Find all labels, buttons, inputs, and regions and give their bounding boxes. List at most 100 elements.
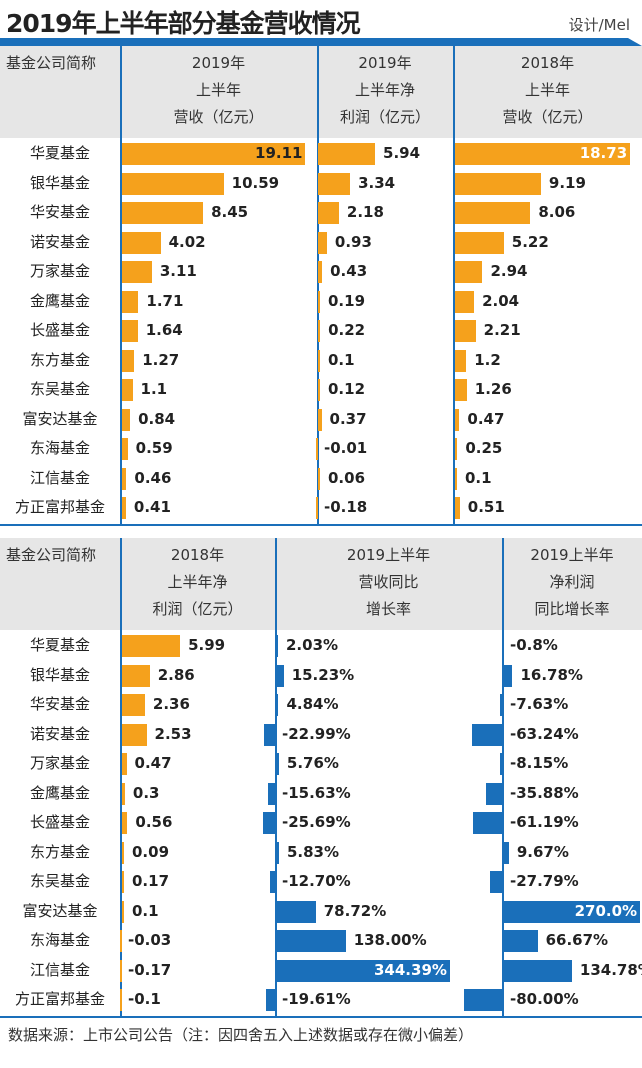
value-label: 78.72% [323, 901, 387, 920]
value-label: 1.27 [142, 350, 180, 369]
value-label: -22.99% [282, 724, 351, 743]
table-row: 华安基金 2.36 4.84% -7.63% [0, 690, 642, 720]
value-label: 0.1 [132, 901, 159, 920]
fund-name: 东海基金 [29, 931, 90, 949]
table-header: 基金公司简称 2018年 上半年净 利润（亿元） 2019上半年 营收同比 增长率 2… [0, 538, 642, 630]
value-label: 10.59 [231, 173, 280, 192]
value-label: 66.67% [545, 931, 609, 949]
bar [455, 408, 460, 431]
value-label: -80.00% [510, 990, 579, 1008]
fund-name: 万家基金 [29, 754, 90, 772]
bar [122, 753, 127, 775]
bar [318, 290, 320, 313]
fund-name: 东海基金 [29, 439, 90, 457]
value-label: 0.22 [328, 321, 366, 339]
value-label: 15.23% [291, 665, 355, 684]
value-label: 1.26 [474, 380, 512, 398]
header-series: 2018年 上半年净 利润（亿元） [152, 546, 243, 618]
value-label: 3.34 [358, 173, 396, 192]
value-label: 5.94 [383, 144, 421, 162]
bar [318, 379, 320, 401]
value-label: -7.63% [510, 695, 569, 713]
value-label: 9.67% [516, 842, 569, 861]
table-row: 金鹰基金 1.71 0.19 2.04 [0, 287, 642, 317]
value-label: -25.69% [282, 813, 351, 831]
table-row: 方正富邦基金 0.41 -0.18 0.51 [0, 493, 642, 523]
table-row: 长盛基金 1.64 0.22 2.21 [0, 316, 642, 346]
bar [264, 723, 276, 746]
header-name: 基金公司简称 [6, 546, 97, 564]
bar [276, 959, 450, 982]
fund-name: 东吴基金 [29, 872, 90, 890]
chart-title: 2019年上半年部分基金营收情况 [6, 9, 361, 38]
value-label: 0.19 [328, 291, 366, 310]
value-label: 2.94 [490, 262, 528, 280]
value-label: 2.03% [286, 636, 339, 654]
value-label: 5.76% [286, 754, 339, 772]
value-label: 1.71 [146, 291, 184, 310]
table-row: 东方基金 0.09 5.83% 9.67% [0, 838, 642, 868]
value-label: 0.93 [334, 232, 372, 251]
table-row: 诺安基金 4.02 0.93 5.22 [0, 228, 642, 258]
bar [455, 172, 541, 195]
value-label: 270.0% [574, 901, 638, 920]
bar [463, 989, 504, 1011]
column-divider [275, 538, 277, 1018]
bar [318, 408, 322, 431]
bar [122, 694, 145, 716]
value-label: 0.47 [134, 754, 172, 772]
fund-name: 银华基金 [29, 173, 90, 192]
fund-name: 华安基金 [29, 695, 90, 713]
value-label: 1.1 [140, 380, 168, 398]
bar [485, 782, 504, 805]
bar [120, 989, 122, 1011]
value-label: 2.36 [152, 695, 190, 713]
fund-name: 富安达基金 [22, 409, 98, 428]
value-label: 4.84% [286, 695, 339, 713]
value-label: 0.1 [465, 468, 492, 487]
fund-name: 万家基金 [29, 262, 90, 280]
bar [276, 664, 284, 687]
bar [455, 379, 467, 401]
value-label: 0.59 [135, 439, 173, 457]
bar [499, 753, 504, 775]
value-label: 0.41 [133, 498, 171, 516]
bar [500, 694, 504, 716]
bar [268, 782, 276, 805]
bar [122, 900, 124, 923]
bar [455, 261, 483, 283]
header-series: 2019年 上半年净 利润（亿元） [339, 54, 430, 126]
bar [122, 497, 126, 519]
bar [269, 871, 276, 893]
value-label: 8.06 [538, 203, 576, 221]
fund-name: 方正富邦基金 [14, 498, 105, 516]
value-label: 2.04 [482, 291, 520, 310]
fund-name: 东方基金 [29, 842, 90, 861]
bar [318, 349, 320, 372]
bar [122, 408, 131, 431]
value-label: 1.2 [474, 350, 501, 369]
bar [455, 143, 631, 165]
bar [122, 841, 124, 864]
value-label: 19.11 [255, 144, 303, 162]
bar [489, 871, 504, 893]
bar [263, 812, 276, 834]
bar [504, 959, 572, 982]
table-row: 金鹰基金 0.3 -15.63% -35.88% [0, 779, 642, 809]
column-divider [317, 46, 319, 526]
fund-name: 方正富邦基金 [14, 990, 105, 1008]
value-label: 5.83% [286, 842, 339, 861]
bar [318, 143, 376, 165]
bar [276, 635, 278, 657]
bar [122, 379, 133, 401]
bar [504, 930, 538, 952]
value-label: 0.1 [328, 350, 355, 369]
fund-name: 富安达基金 [22, 901, 98, 920]
value-label: -12.70% [282, 872, 351, 890]
bar [504, 900, 641, 923]
bar [122, 438, 128, 460]
table-row: 华夏基金 19.11 5.94 18.73 [0, 139, 642, 169]
value-label: -27.79% [510, 872, 579, 890]
value-label: 1.64 [145, 321, 183, 339]
bar [122, 231, 161, 254]
